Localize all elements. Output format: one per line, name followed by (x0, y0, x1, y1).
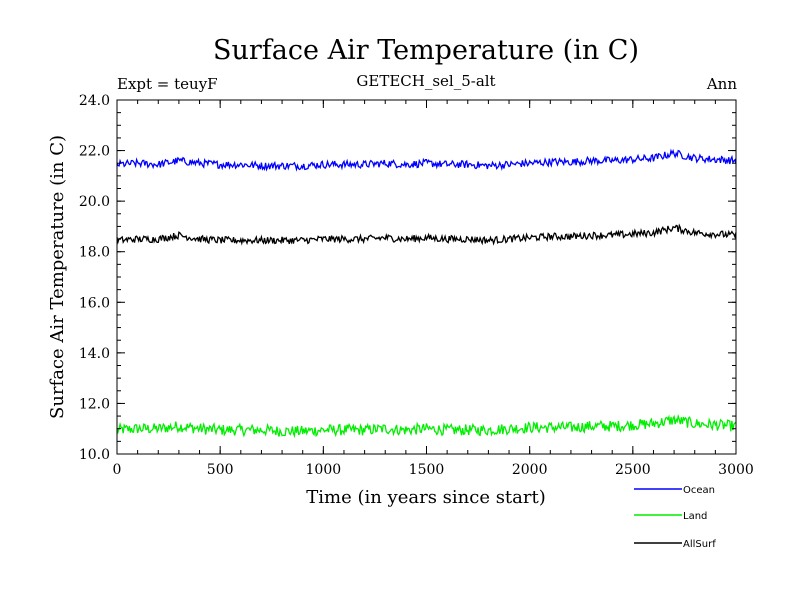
y-tick-label: 24.0 (79, 93, 110, 109)
series-line-allsurf (116, 223, 737, 246)
season-label: Ann (706, 75, 737, 93)
legend: Ocean Land AllSurf (634, 485, 716, 550)
chart-subtitle: GETECH_sel_5-alt (356, 72, 495, 90)
series-line-ocean (116, 148, 737, 172)
x-tick-label: 2500 (615, 462, 651, 478)
x-tick-label: 1000 (306, 462, 342, 478)
x-tick-label: 2000 (512, 462, 548, 478)
legend-label-ocean: Ocean (683, 485, 715, 496)
legend-label-allsurf: AllSurf (683, 539, 716, 550)
x-tick-label: 1500 (409, 462, 445, 478)
y-tick-label: 14.0 (79, 346, 110, 362)
y-tick-label: 10.0 (79, 447, 110, 463)
y-tick-label: 16.0 (79, 295, 110, 311)
x-axis: 0 500 1000 1500 2000 2500 3000 (113, 100, 754, 478)
legend-label-land: Land (683, 511, 707, 522)
x-tick-label: 0 (113, 462, 122, 478)
y-tick-label: 18.0 (79, 245, 110, 261)
x-axis-label: Time (in years since start) (306, 487, 546, 508)
chart-title: Surface Air Temperature (in C) (213, 35, 639, 66)
experiment-label: Expt = teuyF (117, 75, 218, 93)
plot-lines (116, 148, 737, 439)
x-tick-label: 500 (207, 462, 234, 478)
plot-frame (116, 99, 737, 455)
y-tick-label: 22.0 (79, 144, 110, 160)
y-axis: 10.0 12.0 14.0 16.0 18.0 20.0 22.0 24.0 (79, 93, 736, 463)
y-tick-label: 20.0 (79, 194, 110, 210)
series-line-land (116, 413, 737, 439)
y-axis-label: Surface Air Temperature (in C) (47, 135, 68, 419)
y-tick-label: 12.0 (79, 396, 110, 412)
x-tick-label: 3000 (718, 462, 754, 478)
